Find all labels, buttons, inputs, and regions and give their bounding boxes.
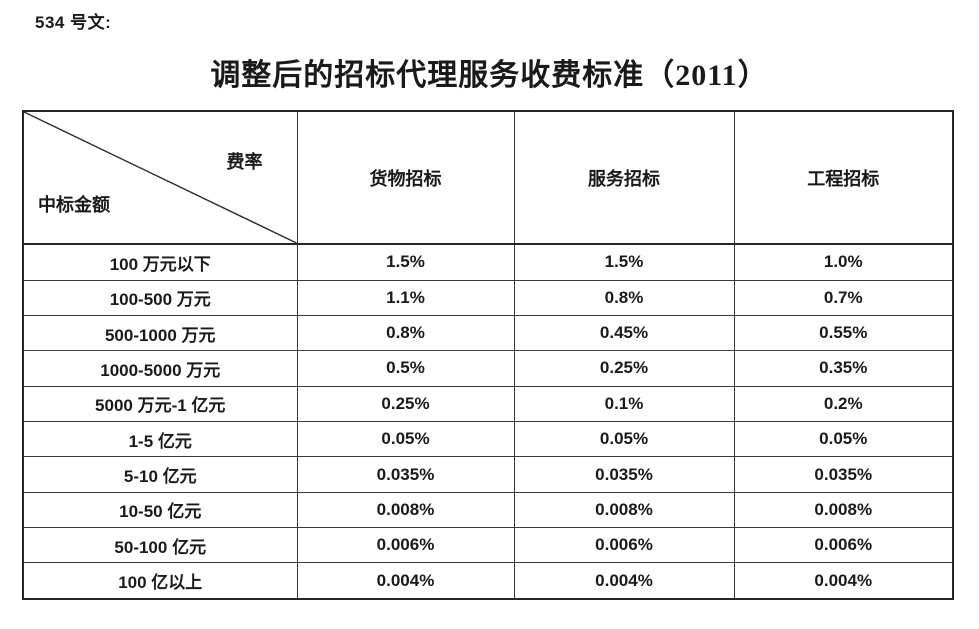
rate-cell: 0.004% (513, 562, 735, 600)
row-label: 1-5 亿元 (22, 420, 298, 458)
row-label: 1000-5000 万元 (22, 350, 298, 387)
rate-cell: 0.25% (296, 385, 515, 422)
table-header-row: 费率 中标金额 货物招标 服务招标 工程招标 (22, 110, 954, 245)
table-row: 5-10 亿元 0.035% 0.035% 0.035% (22, 456, 954, 493)
rate-cell: 0.006% (733, 527, 954, 564)
table-row: 10-50 亿元 0.008% 0.008% 0.008% (22, 491, 954, 529)
row-label: 100 亿以上 (22, 562, 298, 600)
rate-cell: 1.0% (733, 243, 954, 281)
rate-cell: 0.004% (296, 562, 515, 600)
rate-cell: 0.8% (513, 279, 735, 316)
rate-cell: 0.7% (733, 279, 954, 316)
rate-cell: 0.5% (296, 350, 515, 387)
rate-cell: 0.004% (733, 562, 954, 600)
rate-cell: 0.35% (733, 350, 954, 387)
corner-label-award-amount: 中标金额 (38, 195, 110, 215)
row-label: 5000 万元-1 亿元 (22, 385, 298, 422)
rate-cell: 0.035% (296, 456, 515, 493)
column-header-goods-bidding: 货物招标 (296, 110, 515, 245)
table-row: 500-1000 万元 0.8% 0.45% 0.55% (22, 314, 954, 352)
rate-cell: 0.25% (513, 350, 735, 387)
row-label: 100-500 万元 (22, 279, 298, 316)
table-row: 100-500 万元 1.1% 0.8% 0.7% (22, 279, 954, 316)
corner-header-cell: 费率 中标金额 (22, 110, 298, 245)
rate-cell: 0.2% (733, 385, 954, 422)
row-label: 500-1000 万元 (22, 314, 298, 352)
document-number-label: 534 号文: (35, 13, 112, 32)
table-row: 50-100 亿元 0.006% 0.006% 0.006% (22, 527, 954, 564)
rate-cell: 0.55% (733, 314, 954, 352)
fee-standard-table: 费率 中标金额 货物招标 服务招标 工程招标 100 万元以下 1.5% 1.5… (22, 110, 954, 600)
rate-cell: 0.006% (513, 527, 735, 564)
rate-cell: 1.1% (296, 279, 515, 316)
table-row: 1-5 亿元 0.05% 0.05% 0.05% (22, 420, 954, 458)
rate-cell: 0.1% (513, 385, 735, 422)
row-label: 10-50 亿元 (22, 491, 298, 529)
table-row: 100 万元以下 1.5% 1.5% 1.0% (22, 243, 954, 281)
corner-label-rate: 费率 (226, 152, 263, 172)
rate-cell: 0.8% (296, 314, 515, 352)
table-row: 100 亿以上 0.004% 0.004% 0.004% (22, 562, 954, 600)
diagonal-divider-line (24, 112, 297, 243)
rate-cell: 0.008% (296, 491, 515, 529)
rate-cell: 1.5% (296, 243, 515, 281)
table-row: 5000 万元-1 亿元 0.25% 0.1% 0.2% (22, 385, 954, 422)
row-label: 100 万元以下 (22, 243, 298, 281)
table-row: 1000-5000 万元 0.5% 0.25% 0.35% (22, 350, 954, 387)
rate-cell: 0.45% (513, 314, 735, 352)
rate-cell: 1.5% (513, 243, 735, 281)
fee-standard-table-container: 费率 中标金额 货物招标 服务招标 工程招标 100 万元以下 1.5% 1.5… (22, 110, 954, 600)
rate-cell: 0.05% (733, 420, 954, 458)
rate-cell: 0.035% (733, 456, 954, 493)
rate-cell: 0.05% (513, 420, 735, 458)
rate-cell: 0.008% (733, 491, 954, 529)
row-label: 50-100 亿元 (22, 527, 298, 564)
column-header-engineering-bidding: 工程招标 (733, 110, 954, 245)
row-label: 5-10 亿元 (22, 456, 298, 493)
rate-cell: 0.05% (296, 420, 515, 458)
rate-cell: 0.035% (513, 456, 735, 493)
column-header-service-bidding: 服务招标 (513, 110, 735, 245)
rate-cell: 0.008% (513, 491, 735, 529)
page-title: 调整后的招标代理服务收费标准（2011） (210, 59, 769, 92)
rate-cell: 0.006% (296, 527, 515, 564)
